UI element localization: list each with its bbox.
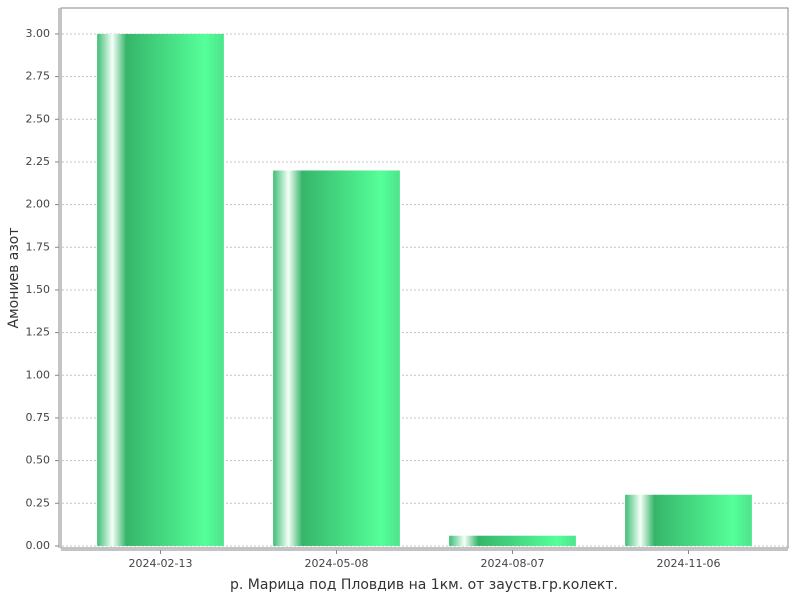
y-tick-label: 0.25: [26, 496, 51, 509]
y-tick-label: 1.75: [26, 240, 51, 253]
y-tick-label: 0.75: [26, 411, 51, 424]
bar: [449, 535, 576, 546]
x-tick-label: 2024-08-07: [481, 557, 545, 570]
bar: [97, 33, 224, 546]
y-axis-title: Амониев азот: [6, 227, 22, 328]
y-tick-label: 2.50: [26, 112, 51, 125]
y-tick-label: 1.25: [26, 326, 51, 339]
y-tick-label: 0.50: [26, 454, 51, 467]
x-tick-label: 2024-02-13: [129, 557, 193, 570]
x-axis-title: р. Марица под Пловдив на 1км. от зауств.…: [230, 577, 618, 593]
bar: [273, 170, 400, 546]
y-tick-label: 1.50: [26, 283, 51, 296]
y-tick-label: 0.00: [26, 539, 51, 552]
y-tick-label: 2.75: [26, 70, 51, 83]
bar: [625, 494, 752, 546]
y-tick-label: 3.00: [26, 27, 51, 40]
x-tick-label: 2024-11-06: [657, 557, 721, 570]
x-tick-label: 2024-05-08: [305, 557, 369, 570]
y-tick-label: 2.00: [26, 198, 51, 211]
y-tick-label: 1.00: [26, 368, 51, 381]
y-tick-label: 2.25: [26, 155, 51, 168]
